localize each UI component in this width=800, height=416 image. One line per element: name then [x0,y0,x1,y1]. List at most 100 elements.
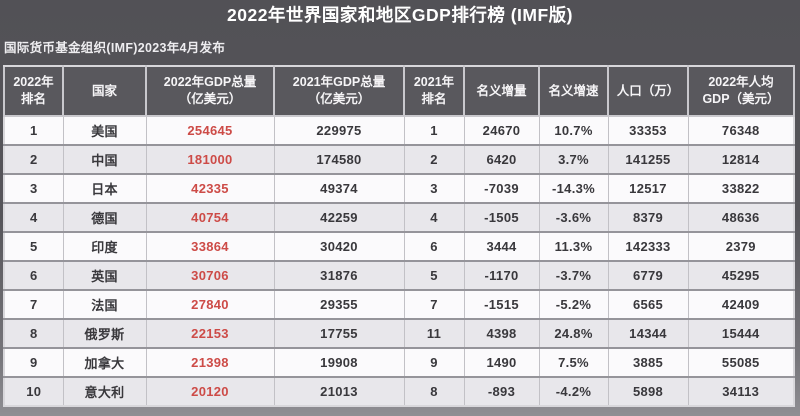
header-row: 2022年 排名 国家 2022年GDP总量 （亿美元） 2021年GDP总量 （亿美… [3,65,795,117]
table-cell: 5 [3,232,64,262]
gdp-2022-value: 30706 [145,261,275,291]
table-cell: 15444 [687,319,795,349]
table-cell: 6420 [463,145,540,175]
table-cell: 42409 [687,290,795,320]
gdp-2022-value: 33864 [145,232,275,262]
table-cell: 法国 [62,290,147,320]
table-cell: 7 [403,290,465,320]
table-cell: 德国 [62,203,147,233]
gdp-2022-value: 20120 [145,377,275,407]
table-cell: 1 [403,116,465,146]
table-cell: 33822 [687,174,795,204]
column-header: 人口（万） [607,65,689,117]
column-header: 2022年GDP总量 （亿美元） [145,65,275,117]
table-cell: 6565 [607,290,689,320]
table-cell: 24670 [463,116,540,146]
page-header: 2022年世界国家和地区GDP排行榜 (IMF版) 国际货币基金组织(IMF)2… [0,0,800,56]
table-cell: 48636 [687,203,795,233]
table-cell: -1505 [463,203,540,233]
table-cell: 21013 [273,377,405,407]
table-cell: 4 [3,203,64,233]
table-cell: 3 [3,174,64,204]
column-header: 2021年 排名 [403,65,465,117]
table-cell: 34113 [687,377,795,407]
table-cell: 8 [3,319,64,349]
table-cell: 12517 [607,174,689,204]
table-cell: 174580 [273,145,405,175]
table-row: 9 加拿大 21398 19908 9 1490 7.5% 3885 55085 [3,348,795,378]
table-cell: 5898 [607,377,689,407]
table-cell: -893 [463,377,540,407]
table-cell: 3444 [463,232,540,262]
gdp-2022-value: 21398 [145,348,275,378]
table-cell: 加拿大 [62,348,147,378]
table-cell: 3.7% [538,145,609,175]
table-cell: 日本 [62,174,147,204]
column-header: 2022年人均 GDP（美元） [687,65,795,117]
column-header: 2022年 排名 [3,65,64,117]
table-cell: -4.2% [538,377,609,407]
table-cell: 2379 [687,232,795,262]
gdp-2022-value: 27840 [145,290,275,320]
table-cell: 5 [403,261,465,291]
table-cell: 9 [403,348,465,378]
table-cell: 141255 [607,145,689,175]
table-cell: 10.7% [538,116,609,146]
table-row: 3 日本 42335 49374 3 -7039 -14.3% 12517 33822 [3,174,795,204]
table-cell: 1490 [463,348,540,378]
table-body: 1 美国 254645 229975 1 24670 10.7% 33353 76348 2 中国 1… [3,116,795,407]
table-cell: 意大利 [62,377,147,407]
table-cell: 11.3% [538,232,609,262]
table-cell: 3 [403,174,465,204]
table-cell: 142333 [607,232,689,262]
table-row: 6 英国 30706 31876 5 -1170 -3.7% 6779 45295 [3,261,795,291]
column-header: 2021年GDP总量 （亿美元） [273,65,405,117]
gdp-2022-value: 40754 [145,203,275,233]
table-row: 1 美国 254645 229975 1 24670 10.7% 33353 76348 [3,116,795,146]
table-cell: -7039 [463,174,540,204]
gdp-2022-value: 22153 [145,319,275,349]
table-cell: 8 [403,377,465,407]
table-cell: 俄罗斯 [62,319,147,349]
table-cell: 8379 [607,203,689,233]
table-cell: 12814 [687,145,795,175]
column-header: 名义增量 [463,65,540,117]
table-cell: 美国 [62,116,147,146]
table-row: 4 德国 40754 42259 4 -1505 -3.6% 8379 48636 [3,203,795,233]
table-cell: 49374 [273,174,405,204]
table-cell: 31876 [273,261,405,291]
table-row: 8 俄罗斯 22153 17755 11 4398 24.8% 14344 15444 [3,319,795,349]
table-cell: 3885 [607,348,689,378]
gdp-2022-value: 254645 [145,116,275,146]
table-cell: 24.8% [538,319,609,349]
table-cell: 印度 [62,232,147,262]
table-cell: 229975 [273,116,405,146]
table-cell: 6 [403,232,465,262]
table-row: 10 意大利 20120 21013 8 -893 -4.2% 5898 34113 [3,377,795,407]
table-cell: 4398 [463,319,540,349]
table-cell: 42259 [273,203,405,233]
table-header: 2022年 排名 国家 2022年GDP总量 （亿美元） 2021年GDP总量 （亿美… [3,65,795,117]
table-cell: 6 [3,261,64,291]
gdp-ranking-table: 2022年 排名 国家 2022年GDP总量 （亿美元） 2021年GDP总量 （亿美… [3,65,795,407]
table-cell: -1170 [463,261,540,291]
table-cell: -1515 [463,290,540,320]
page-subtitle: 国际货币基金组织(IMF)2023年4月发布 [4,41,226,55]
table-cell: 19908 [273,348,405,378]
gdp-2022-value: 181000 [145,145,275,175]
table-cell: 14344 [607,319,689,349]
table-row: 2 中国 181000 174580 2 6420 3.7% 141255 12814 [3,145,795,175]
table-cell: 中国 [62,145,147,175]
table-cell: 30420 [273,232,405,262]
table-cell: 7 [3,290,64,320]
table-row: 5 印度 33864 30420 6 3444 11.3% 142333 2379 [3,232,795,262]
page-title: 2022年世界国家和地区GDP排行榜 (IMF版) [227,5,573,25]
table-cell: 1 [3,116,64,146]
table-cell: 17755 [273,319,405,349]
table-cell: 33353 [607,116,689,146]
table-cell: 2 [3,145,64,175]
table-cell: 7.5% [538,348,609,378]
table-cell: 4 [403,203,465,233]
table-cell: -3.7% [538,261,609,291]
